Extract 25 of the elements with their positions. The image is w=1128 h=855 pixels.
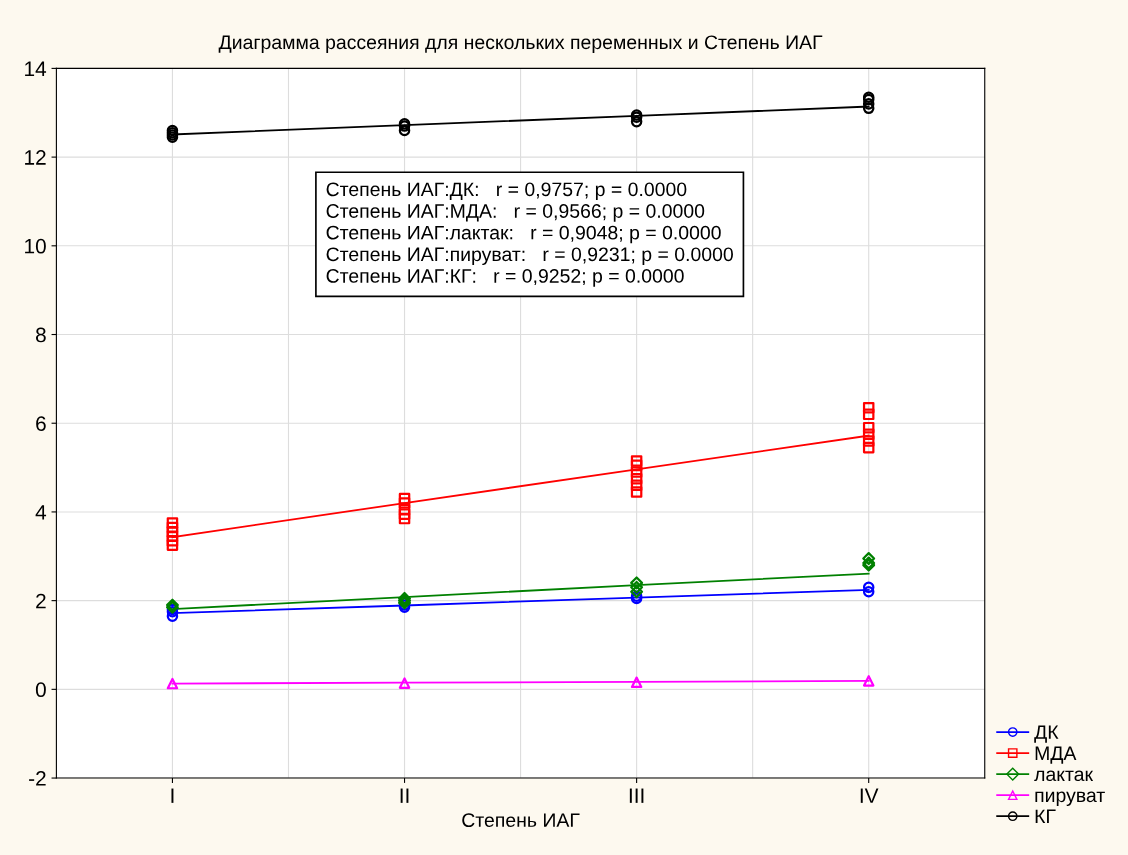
x-tick-label: IV xyxy=(860,788,879,803)
y-tick-label: 2 xyxy=(36,593,46,609)
y-tick-label: 4 xyxy=(35,505,47,520)
legend-label: лактак xyxy=(1034,770,1094,782)
x-tick-label: III xyxy=(629,788,644,803)
legend-label: ДК xyxy=(1034,725,1059,743)
y-tick-label: 14 xyxy=(25,61,47,76)
x-axis-title: Степень ИАГ xyxy=(462,813,580,828)
y-tick-label: 10 xyxy=(25,238,46,254)
legend-label: пируват xyxy=(1035,791,1105,806)
y-tick-label: -2 xyxy=(29,771,46,786)
annotation: Степень ИАГ:лактак: r = 0,9048; p = 0.0000 xyxy=(326,225,721,244)
annotation: Степень ИАГ:МДА: r = 0,9566; p = 0.0000 xyxy=(326,204,705,222)
legend-label: МДА xyxy=(1035,746,1077,764)
y-tick-label: 6 xyxy=(36,416,46,431)
x-tick-label: I xyxy=(171,788,174,803)
legend-label: КГ xyxy=(1035,809,1056,824)
x-tick-label: II xyxy=(400,788,409,803)
y-tick-label: 12 xyxy=(25,150,46,165)
y-tick-label: 0 xyxy=(35,682,46,698)
annotation: Степень ИАГ:ДК: r = 0,9757; p = 0.0000 xyxy=(326,182,687,201)
y-tick-label: 8 xyxy=(36,327,46,343)
annotation: Степень ИАГ:КГ: r = 0,9252; p = 0.0000 xyxy=(326,269,684,287)
annotation: Степень ИАГ:пируват: r = 0,9231; p = 0.0000 xyxy=(326,247,733,266)
chart-title: Диаграмма рассеяния для нескольких переменных и Степень ИАГ xyxy=(218,35,823,53)
